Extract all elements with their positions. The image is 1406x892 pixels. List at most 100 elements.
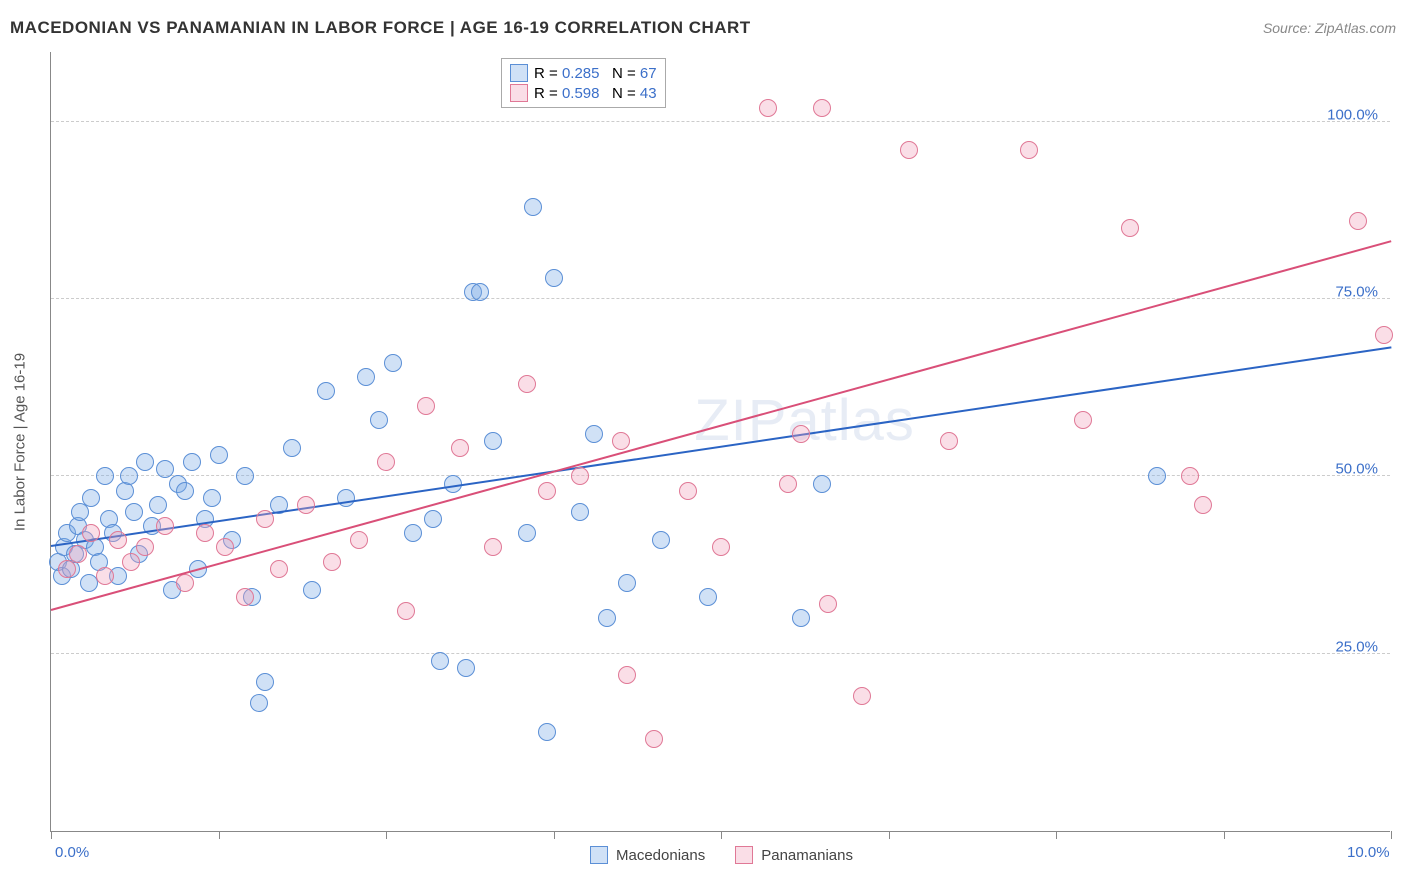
scatter-point	[156, 460, 174, 478]
scatter-point	[424, 510, 442, 528]
scatter-point	[303, 581, 321, 599]
scatter-point	[545, 269, 563, 287]
legend-item: Panamanians	[735, 846, 853, 864]
scatter-point	[250, 694, 268, 712]
scatter-point	[96, 567, 114, 585]
scatter-point	[203, 489, 221, 507]
plot-area: ZIPatlas 25.0%50.0%75.0%100.0%0.0%10.0%R…	[50, 52, 1390, 832]
scatter-point	[297, 496, 315, 514]
scatter-point	[1375, 326, 1393, 344]
scatter-point	[792, 425, 810, 443]
legend-label: Panamanians	[761, 847, 853, 864]
scatter-point	[940, 432, 958, 450]
scatter-point	[538, 482, 556, 500]
scatter-point	[1194, 496, 1212, 514]
legend-stats-row: R = 0.285 N = 67	[510, 63, 657, 83]
legend-swatch	[735, 846, 753, 864]
scatter-point	[571, 503, 589, 521]
xtick	[219, 831, 220, 839]
legend-stats: R = 0.285 N = 67 R = 0.598 N = 43	[501, 58, 666, 108]
scatter-point	[538, 723, 556, 741]
scatter-point	[598, 609, 616, 627]
legend-swatch	[590, 846, 608, 864]
scatter-point	[484, 432, 502, 450]
scatter-point	[176, 482, 194, 500]
xtick	[51, 831, 52, 839]
gridline	[51, 121, 1390, 122]
xtick	[1224, 831, 1225, 839]
scatter-point	[384, 354, 402, 372]
scatter-point	[96, 467, 114, 485]
scatter-point	[370, 411, 388, 429]
scatter-point	[122, 553, 140, 571]
xtick	[889, 831, 890, 839]
scatter-point	[357, 368, 375, 386]
legend-swatch	[510, 84, 528, 102]
scatter-point	[819, 595, 837, 613]
xtick	[1391, 831, 1392, 839]
legend-stats-row: R = 0.598 N = 43	[510, 83, 657, 103]
scatter-point	[270, 560, 288, 578]
legend-stats-text: R = 0.285 N = 67	[534, 65, 657, 82]
scatter-point	[317, 382, 335, 400]
scatter-point	[699, 588, 717, 606]
scatter-point	[283, 439, 301, 457]
xtick-label: 0.0%	[55, 844, 89, 861]
scatter-point	[156, 517, 174, 535]
scatter-point	[350, 531, 368, 549]
scatter-point	[779, 475, 797, 493]
scatter-point	[183, 453, 201, 471]
scatter-point	[652, 531, 670, 549]
scatter-point	[417, 397, 435, 415]
scatter-point	[1349, 212, 1367, 230]
scatter-point	[125, 503, 143, 521]
scatter-point	[618, 574, 636, 592]
scatter-point	[1074, 411, 1092, 429]
scatter-point	[853, 687, 871, 705]
scatter-point	[524, 198, 542, 216]
scatter-point	[1020, 141, 1038, 159]
xtick-label: 10.0%	[1347, 844, 1390, 861]
ytick-label: 25.0%	[1335, 638, 1378, 655]
scatter-point	[196, 524, 214, 542]
scatter-point	[1148, 467, 1166, 485]
source-label: Source: ZipAtlas.com	[1263, 20, 1396, 36]
trend-line	[51, 347, 1391, 548]
scatter-point	[813, 99, 831, 117]
scatter-point	[236, 588, 254, 606]
ytick-label: 50.0%	[1335, 461, 1378, 478]
scatter-point	[176, 574, 194, 592]
scatter-point	[236, 467, 254, 485]
scatter-point	[571, 467, 589, 485]
scatter-point	[813, 475, 831, 493]
scatter-point	[759, 99, 777, 117]
scatter-point	[149, 496, 167, 514]
scatter-point	[451, 439, 469, 457]
scatter-point	[323, 553, 341, 571]
scatter-point	[900, 141, 918, 159]
y-axis-label: In Labor Force | Age 16-19	[12, 353, 29, 531]
scatter-point	[82, 524, 100, 542]
scatter-point	[256, 673, 274, 691]
scatter-point	[216, 538, 234, 556]
scatter-point	[431, 652, 449, 670]
ytick-label: 100.0%	[1327, 106, 1378, 123]
scatter-point	[397, 602, 415, 620]
scatter-point	[69, 545, 87, 563]
legend-stats-text: R = 0.598 N = 43	[534, 85, 657, 102]
ytick-label: 75.0%	[1335, 284, 1378, 301]
gridline	[51, 653, 1390, 654]
xtick	[386, 831, 387, 839]
scatter-point	[1181, 467, 1199, 485]
legend-bottom: MacedoniansPanamanians	[590, 846, 853, 864]
chart-title: MACEDONIAN VS PANAMANIAN IN LABOR FORCE …	[10, 18, 751, 38]
scatter-point	[618, 666, 636, 684]
scatter-point	[377, 453, 395, 471]
xtick	[1056, 831, 1057, 839]
scatter-point	[792, 609, 810, 627]
scatter-point	[256, 510, 274, 528]
scatter-point	[679, 482, 697, 500]
scatter-point	[120, 467, 138, 485]
scatter-point	[484, 538, 502, 556]
scatter-point	[612, 432, 630, 450]
